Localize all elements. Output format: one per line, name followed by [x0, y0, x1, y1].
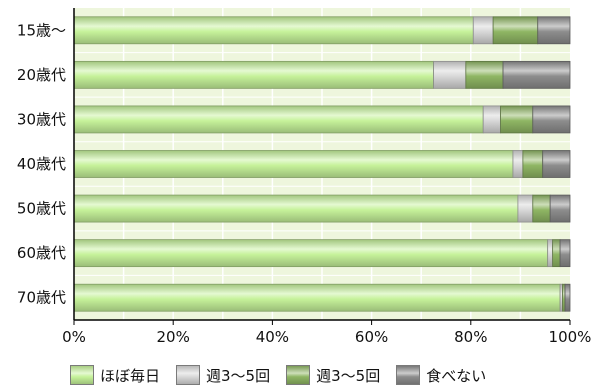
- legend-item: 食べない: [396, 365, 486, 386]
- legend-swatch: [176, 365, 201, 385]
- x-tick-label: 0%: [62, 328, 86, 346]
- legend-label: 週3～5回: [316, 366, 381, 385]
- y-tick-label: 60歳代: [17, 244, 66, 262]
- bar-segment: [500, 105, 534, 134]
- y-tick-label: 30歳代: [17, 110, 66, 128]
- bar-segment: [73, 105, 484, 134]
- y-tick-label: 20歳代: [17, 66, 66, 84]
- bar-segment: [542, 150, 571, 178]
- x-tick-label: 40%: [256, 328, 289, 346]
- bar-segment: [512, 150, 524, 178]
- x-tick-label: 60%: [355, 328, 388, 346]
- legend-item: ほぼ毎日: [70, 365, 160, 386]
- bar-segment: [552, 239, 561, 268]
- x-tick-label: 80%: [454, 328, 487, 346]
- legend-swatch: [396, 365, 421, 385]
- legend-item: 週3～5回: [286, 365, 380, 386]
- y-tick-label: 70歳代: [17, 289, 66, 307]
- bar-segment: [532, 194, 551, 223]
- bar-segment: [549, 194, 571, 223]
- legend-swatch: [286, 365, 311, 385]
- y-tick-label: 50歳代: [17, 200, 66, 218]
- bar-segment: [73, 16, 474, 45]
- legend: ほぼ毎日 週3～5回 週3～5回 食べない: [70, 362, 600, 388]
- x-tick-label: 100%: [549, 328, 592, 346]
- legend-label: 週3～5回: [206, 366, 271, 385]
- bar-segment: [73, 283, 561, 312]
- bar-segment: [492, 16, 539, 45]
- legend-label: 食べない: [426, 366, 487, 385]
- bar-segment: [522, 150, 544, 178]
- bar-segment: [73, 150, 514, 178]
- y-tick-label: 40歳代: [17, 155, 66, 173]
- bar-segment: [537, 16, 571, 45]
- bar-segment: [433, 60, 467, 89]
- bar-segment: [482, 105, 501, 134]
- bar-segment: [472, 16, 494, 45]
- bar-segment: [73, 60, 435, 89]
- y-tick-label: 15歳～: [17, 21, 66, 39]
- bar-segment: [532, 105, 571, 134]
- bar-segment: [559, 239, 571, 268]
- bar-segment: [73, 194, 519, 223]
- x-tick-label: 20%: [157, 328, 190, 346]
- bar-segment: [465, 60, 504, 89]
- legend-swatch: [70, 365, 94, 385]
- legend-label: ほぼ毎日: [100, 366, 161, 385]
- bar-segment: [73, 239, 549, 268]
- bar-segment: [547, 239, 554, 268]
- bar-segment: [502, 60, 571, 89]
- legend-item: 週3～5回: [176, 365, 270, 386]
- bar-segment: [517, 194, 534, 223]
- bar-segment: [564, 283, 571, 312]
